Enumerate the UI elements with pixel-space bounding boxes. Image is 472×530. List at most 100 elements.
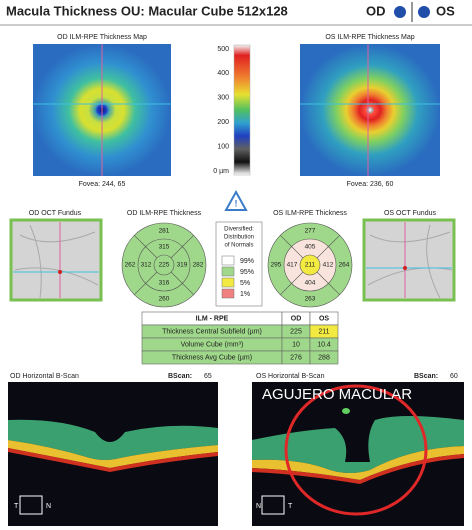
fovea-dot (58, 270, 62, 274)
fovea: Fovea: 236, 60 (347, 181, 394, 188)
rpe-band (8, 448, 218, 472)
map-title: OS ILM-RPE Thickness Map (325, 34, 414, 41)
cell-text: 10 (292, 341, 300, 348)
operculum (342, 408, 350, 414)
rpe (252, 446, 464, 480)
bscan-number: 60 (450, 373, 458, 380)
rpe-band (252, 454, 464, 484)
outer-value: 295 (271, 262, 282, 269)
vessels (14, 224, 99, 299)
orientation-box (261, 495, 285, 515)
header-text: ILM - RPE (196, 315, 229, 322)
warning-icon (224, 189, 248, 211)
sector-line (134, 235, 146, 247)
bscan-label: BScan: (414, 373, 438, 380)
legend-level: 95% (240, 269, 254, 276)
od-label: OD (366, 3, 386, 18)
sector-title: OD ILM-RPE Thickness (127, 210, 202, 217)
outer-value: 263 (305, 296, 316, 303)
cell-text: 211 (318, 328, 329, 335)
scale-label: 400 (217, 70, 229, 77)
map-title: OD ILM-RPE Thickness Map (57, 34, 147, 41)
sector-line (182, 283, 194, 295)
outer-value: 282 (193, 262, 204, 269)
warning-mark: ! (235, 198, 238, 208)
cell-text: Thickness Avg Cube (µm) (172, 354, 252, 361)
annotation: AGUJERO MACULAR (262, 386, 412, 403)
cell-text: 10.4 (317, 341, 331, 348)
fovea-dot (403, 266, 407, 270)
sector-title: OS ILM-RPE Thickness (273, 210, 347, 217)
inner-split (145, 246, 183, 284)
inner-value: 405 (305, 244, 316, 251)
sector-line (328, 235, 340, 247)
inner-value: 312 (141, 262, 152, 269)
scale-label: 300 (217, 95, 229, 102)
bscan-title: OS Horizontal B-Scan (256, 373, 325, 380)
scale-label: 0 µm (213, 168, 229, 175)
annotation-circle (284, 384, 428, 516)
sector-line (328, 283, 340, 295)
orient-left: T (14, 503, 19, 510)
cell-text: Volume Cube (mm³) (181, 341, 244, 348)
legend-swatch (221, 255, 235, 266)
orient-right: T (288, 503, 293, 510)
rpe (8, 440, 218, 468)
retina (252, 416, 464, 473)
legend-level: 99% (240, 258, 254, 265)
header-text: OD (291, 315, 302, 322)
outer-value: 260 (159, 296, 170, 303)
legend-swatch (221, 277, 235, 288)
legend-title: Distribution (224, 235, 254, 241)
bscan-number: 65 (204, 373, 212, 380)
orientation-box (19, 495, 43, 515)
fundus-title: OD OCT Fundus (29, 210, 82, 217)
os-map (300, 44, 440, 176)
center-value: 211 (305, 262, 316, 269)
inner-value: 315 (159, 244, 170, 251)
legend-swatch (221, 266, 235, 277)
orient-left: N (256, 503, 261, 510)
inner-value: 404 (305, 280, 316, 287)
os-dot (418, 6, 430, 18)
outer-value: 277 (305, 228, 316, 235)
center-value: 225 (159, 262, 170, 269)
legend-level: 1% (240, 291, 250, 298)
sector-line (280, 283, 292, 295)
orient-right: N (46, 503, 51, 510)
os-fundus (362, 218, 456, 302)
od-dot (394, 6, 406, 18)
inner-value: 412 (323, 262, 334, 269)
scale-label: 200 (217, 119, 229, 126)
inner-split (291, 246, 329, 284)
outer-value: 262 (125, 262, 136, 269)
fundus-title: OS OCT Fundus (384, 210, 437, 217)
cell-text: Thickness Central Subfield (µm) (162, 328, 262, 335)
cell-text: 288 (318, 354, 330, 361)
inner-value: 316 (159, 280, 170, 287)
inner-value: 319 (177, 262, 188, 269)
center (153, 254, 175, 276)
bscan-title: OD Horizontal B-Scan (10, 373, 79, 380)
title: Macula Thickness OU: Macular Cube 512x12… (6, 3, 288, 18)
sector-line (134, 283, 146, 295)
legend-level: 5% (240, 280, 250, 287)
color-scale (233, 44, 251, 176)
sector-line (182, 235, 194, 247)
center (299, 254, 321, 276)
legend-title: of Normals (224, 243, 253, 249)
outer-value: 264 (339, 262, 350, 269)
legend-swatch (221, 288, 235, 299)
outer-value: 281 (159, 228, 170, 235)
od-fundus (9, 218, 103, 302)
cell (309, 350, 339, 365)
fovea: Fovea: 244, 65 (79, 181, 126, 188)
header-text: OS (319, 315, 329, 322)
legend-title: Diversified: (224, 227, 254, 233)
os-label: OS (436, 3, 455, 18)
scale-label: 100 (217, 143, 229, 150)
bscan-label: BScan: (168, 373, 192, 380)
sector-line (280, 235, 292, 247)
inner-value: 417 (287, 262, 298, 269)
